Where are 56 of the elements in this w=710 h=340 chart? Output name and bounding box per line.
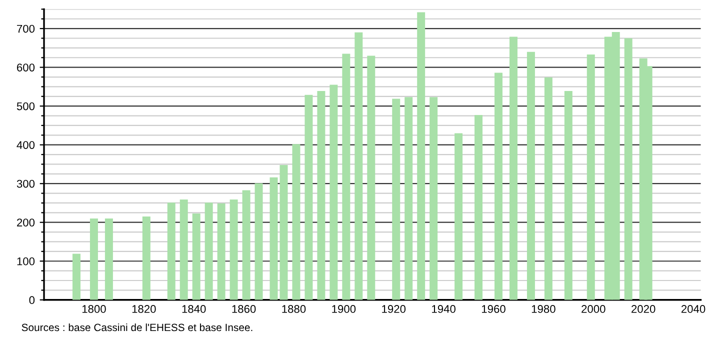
bar	[417, 12, 426, 300]
bar	[254, 183, 263, 300]
x-tick-label: 1840	[182, 305, 206, 313]
bar	[367, 56, 376, 300]
bar	[204, 202, 213, 300]
bar	[317, 90, 326, 300]
bar	[509, 36, 518, 300]
y-tick-label: 0	[29, 296, 35, 304]
bar	[494, 72, 502, 300]
bar	[90, 218, 98, 300]
bar	[230, 199, 238, 300]
bar	[526, 52, 535, 300]
x-tick-label: 1800	[82, 305, 106, 313]
bar	[342, 54, 350, 300]
x-tick-label: 2020	[632, 305, 656, 313]
bar	[404, 97, 413, 300]
bar	[192, 213, 200, 300]
bar	[392, 98, 400, 300]
y-tick-label: 100	[17, 257, 35, 266]
x-tick-label: 1820	[132, 305, 156, 313]
bar	[304, 94, 313, 300]
x-tick-label: 1900	[332, 305, 356, 313]
bar	[474, 114, 483, 300]
bar	[280, 164, 288, 300]
bar	[142, 216, 150, 300]
bar	[270, 177, 278, 300]
bar	[586, 54, 595, 300]
bar	[430, 97, 438, 300]
bar	[180, 199, 188, 300]
source-note: Sources : base Cassini de l'EHESS et base Insee.	[22, 323, 252, 332]
bar	[564, 90, 572, 300]
x-tick-label: 1980	[532, 305, 556, 313]
y-tick-label: 500	[16, 102, 35, 110]
bar	[624, 38, 632, 300]
y-tick-label: 700	[17, 24, 35, 33]
x-tick-label: 1940	[432, 305, 456, 313]
bar	[330, 84, 338, 300]
x-tick-label: 2000	[582, 305, 606, 313]
x-tick-label: 1920	[382, 305, 406, 313]
bar	[454, 133, 463, 300]
x-tick-label: 1860	[232, 305, 256, 313]
y-tick-label: 600	[17, 64, 35, 72]
bar	[354, 32, 363, 300]
bar	[242, 190, 250, 300]
bar	[217, 203, 226, 300]
y-tick-label: 400	[16, 141, 35, 149]
x-tick-label: 1960	[482, 305, 506, 313]
bar	[72, 254, 80, 300]
x-tick-label: 1880	[282, 305, 306, 313]
y-tick-label: 200	[17, 218, 35, 226]
bar	[167, 202, 176, 300]
bar	[292, 144, 300, 300]
bar	[544, 77, 552, 300]
y-tick-label: 300	[16, 180, 35, 188]
bar	[104, 218, 113, 300]
x-tick-label: 2040	[681, 305, 706, 313]
